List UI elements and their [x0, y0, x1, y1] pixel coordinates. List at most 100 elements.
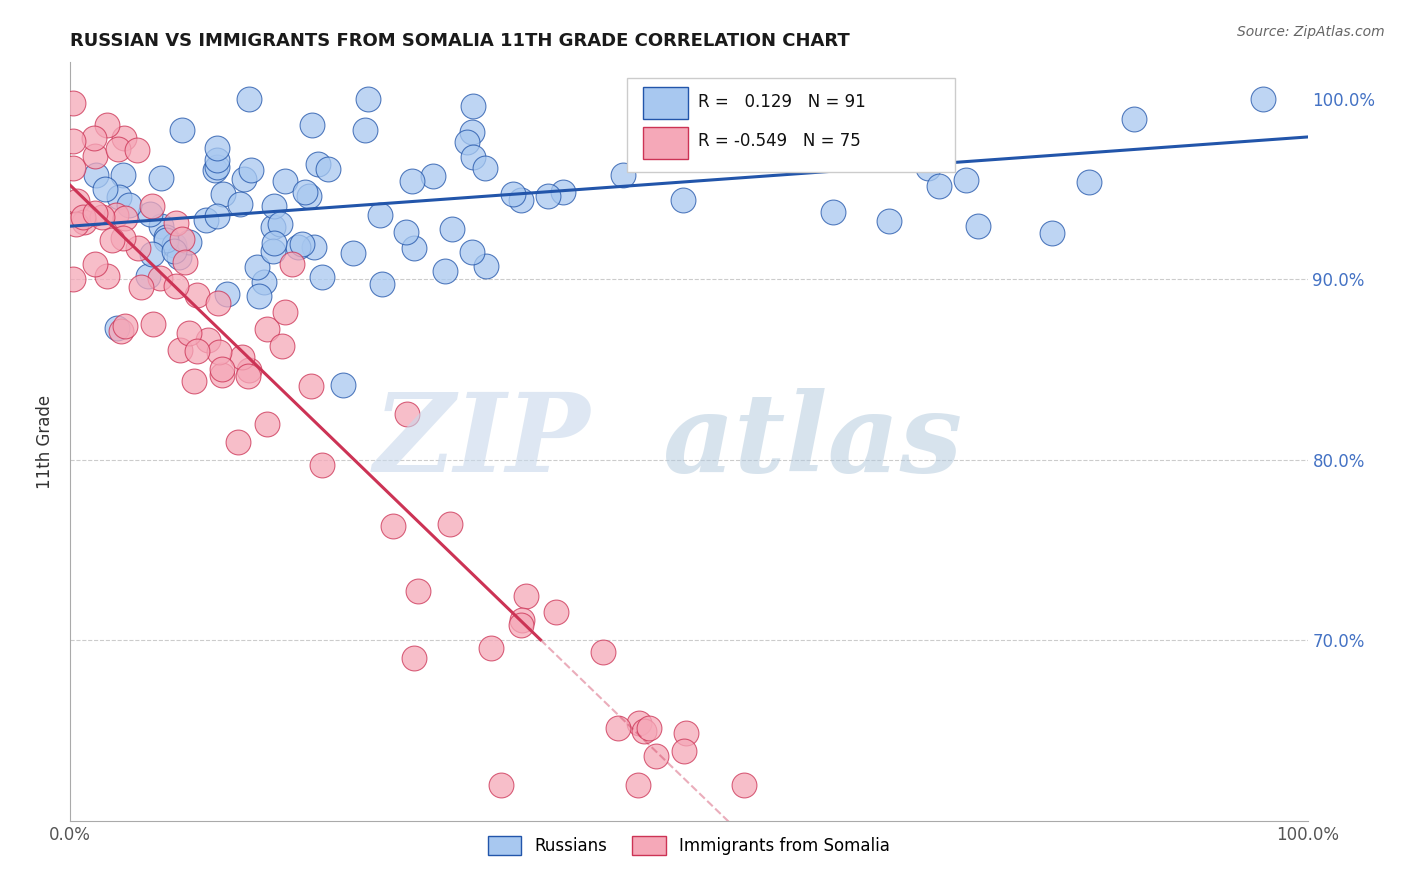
- Point: [302, 239, 325, 253]
- Point: [509, 193, 531, 207]
- Point: [544, 605, 567, 619]
- Point: [212, 187, 235, 202]
- Point: [84, 168, 107, 182]
- Point: [928, 179, 950, 194]
- Point: [96, 118, 118, 132]
- Point: [195, 213, 218, 227]
- Point: [551, 186, 574, 200]
- Point: [139, 207, 162, 221]
- Point: [461, 150, 484, 164]
- Text: R =   0.129   N = 91: R = 0.129 N = 91: [697, 93, 865, 111]
- Point: [671, 193, 693, 207]
- Point: [870, 134, 893, 148]
- Point: [291, 236, 314, 251]
- Point: [155, 233, 177, 247]
- Point: [150, 170, 173, 185]
- Point: [110, 324, 132, 338]
- Point: [461, 244, 484, 259]
- Point: [205, 141, 228, 155]
- Point: [638, 721, 661, 735]
- FancyBboxPatch shape: [643, 127, 688, 159]
- Point: [165, 278, 187, 293]
- Point: [84, 206, 107, 220]
- Point: [149, 271, 172, 285]
- Point: [217, 286, 239, 301]
- Point: [62, 271, 84, 285]
- Point: [118, 198, 141, 212]
- Point: [262, 219, 284, 234]
- Point: [127, 241, 149, 255]
- Point: [136, 268, 159, 283]
- Point: [917, 161, 939, 176]
- Point: [474, 161, 496, 176]
- Point: [402, 651, 425, 665]
- Point: [205, 153, 228, 168]
- Point: [125, 143, 148, 157]
- Point: [406, 583, 429, 598]
- Point: [823, 205, 845, 219]
- Point: [641, 120, 664, 135]
- Point: [83, 149, 105, 163]
- Point: [301, 118, 323, 132]
- Point: [62, 161, 84, 175]
- Point: [73, 215, 96, 229]
- Point: [207, 295, 229, 310]
- Point: [675, 725, 697, 739]
- Point: [62, 134, 84, 148]
- Point: [262, 244, 284, 258]
- Point: [1040, 227, 1063, 241]
- Point: [149, 219, 172, 233]
- Point: [100, 233, 122, 247]
- Point: [186, 288, 208, 302]
- Point: [966, 219, 988, 234]
- Point: [65, 194, 87, 209]
- Point: [104, 208, 127, 222]
- Point: [626, 778, 648, 792]
- Point: [733, 778, 755, 792]
- Point: [370, 277, 392, 292]
- Legend: Russians, Immigrants from Somalia: Russians, Immigrants from Somalia: [481, 829, 897, 862]
- Text: Source: ZipAtlas.com: Source: ZipAtlas.com: [1237, 25, 1385, 39]
- Point: [475, 259, 498, 273]
- Point: [307, 157, 329, 171]
- Point: [186, 343, 208, 358]
- Point: [231, 350, 253, 364]
- Point: [463, 99, 485, 113]
- Point: [263, 236, 285, 251]
- Point: [294, 185, 316, 199]
- Point: [91, 210, 114, 224]
- Point: [489, 778, 512, 792]
- Point: [332, 377, 354, 392]
- Point: [886, 91, 908, 105]
- FancyBboxPatch shape: [643, 87, 688, 120]
- Point: [167, 250, 190, 264]
- Point: [402, 241, 425, 255]
- Point: [240, 163, 263, 178]
- Point: [439, 516, 461, 531]
- Point: [163, 244, 186, 258]
- Point: [107, 190, 129, 204]
- Point: [72, 211, 94, 225]
- Point: [246, 260, 269, 274]
- Point: [172, 232, 194, 246]
- Point: [510, 618, 533, 632]
- Point: [299, 379, 322, 393]
- Point: [633, 723, 655, 738]
- Point: [207, 160, 229, 174]
- Point: [456, 135, 478, 149]
- Point: [269, 217, 291, 231]
- Point: [502, 186, 524, 201]
- Point: [179, 235, 201, 249]
- Point: [238, 369, 260, 384]
- Point: [84, 257, 107, 271]
- Point: [673, 744, 696, 758]
- Point: [111, 168, 134, 182]
- Point: [163, 237, 186, 252]
- Point: [105, 321, 128, 335]
- Point: [396, 407, 419, 421]
- Point: [434, 263, 457, 277]
- Point: [112, 131, 135, 145]
- Point: [865, 128, 887, 142]
- Point: [83, 131, 105, 145]
- Y-axis label: 11th Grade: 11th Grade: [37, 394, 55, 489]
